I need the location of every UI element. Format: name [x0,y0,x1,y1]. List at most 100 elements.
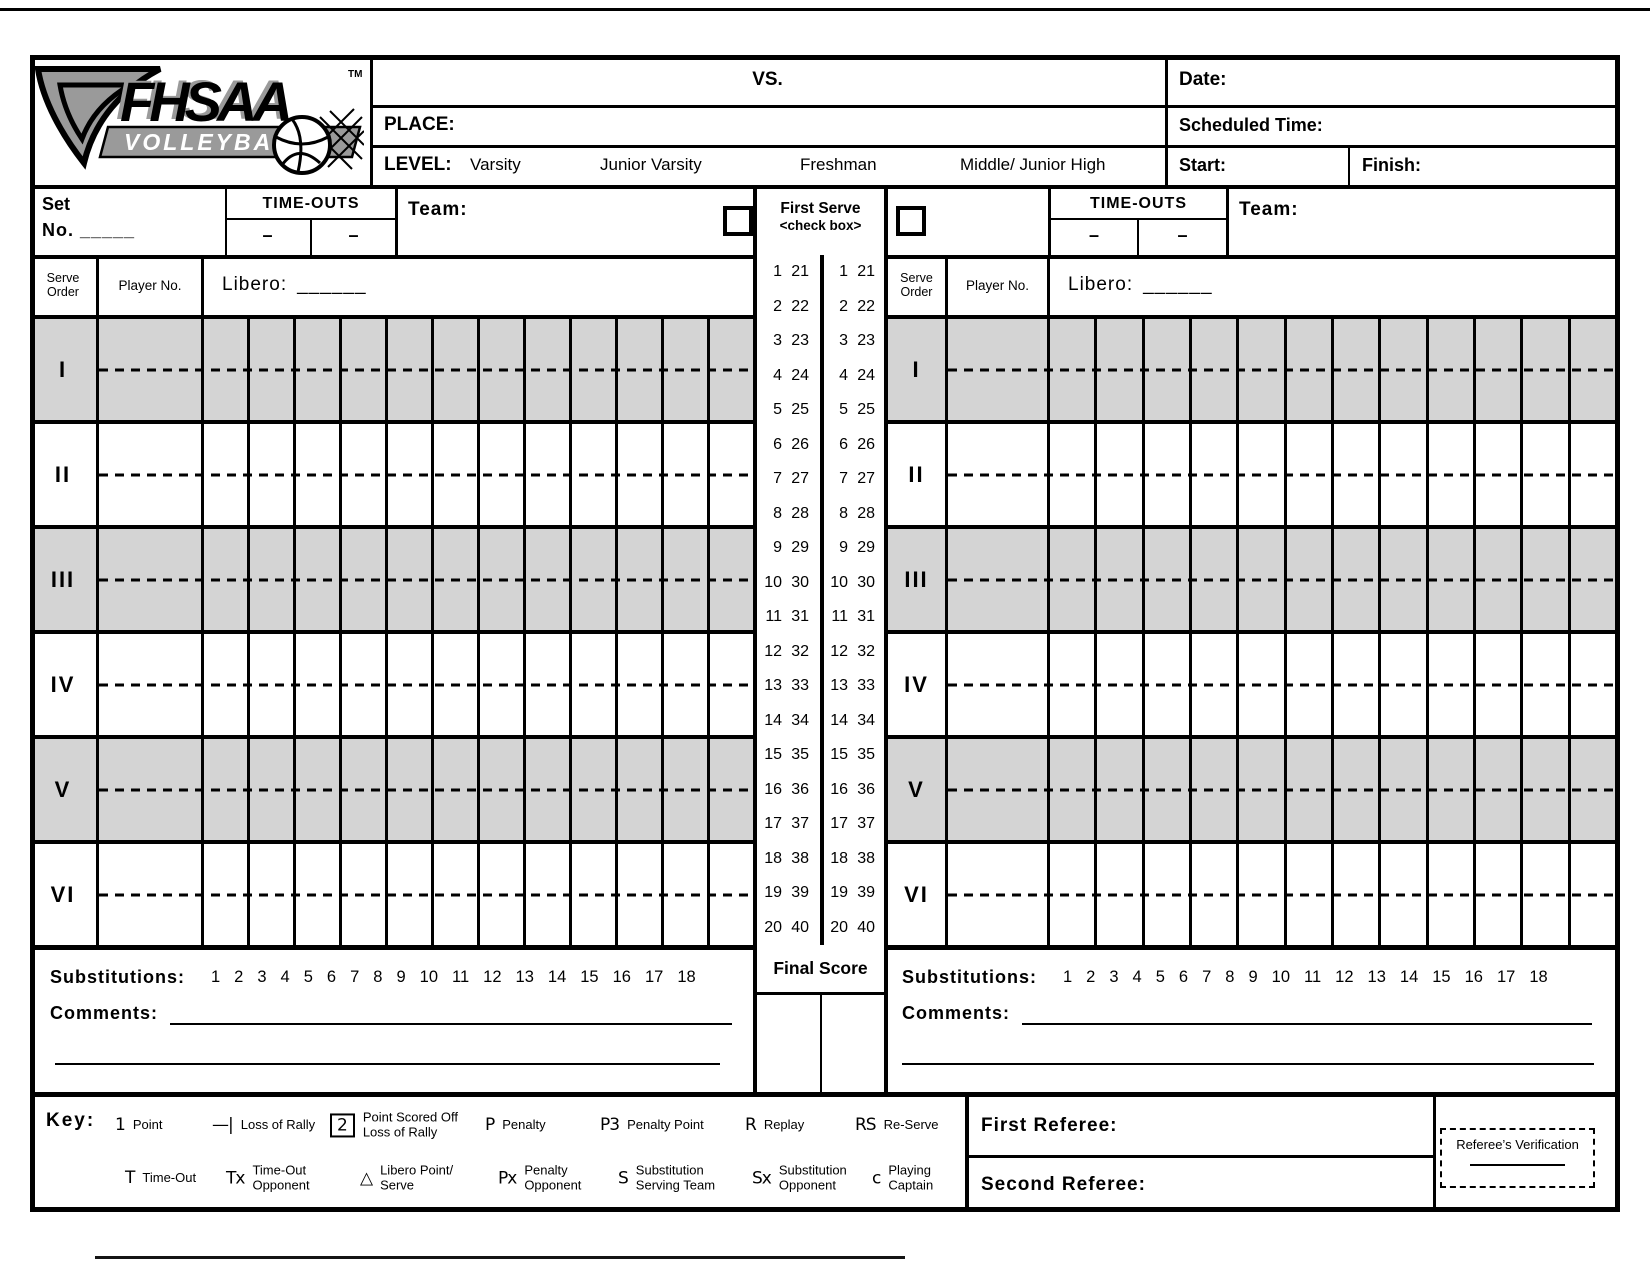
rally-point-number[interactable]: 17 [764,815,782,833]
substitution-number[interactable]: 18 [677,967,696,986]
rally-point-number[interactable]: 1 [839,263,848,281]
substitution-number[interactable]: 4 [280,967,290,986]
team-name-cell-left[interactable]: Team: [398,189,753,255]
substitution-number[interactable]: 10 [1271,967,1291,986]
level-option-0[interactable]: Varsity [470,155,521,174]
substitution-number[interactable]: 14 [547,967,567,986]
rally-point-number[interactable]: 8 [839,504,848,522]
rally-point-number[interactable]: 4 [773,366,782,384]
substitution-number[interactable]: 16 [1464,967,1483,986]
substitution-number[interactable]: 2 [234,967,244,986]
rally-point-number[interactable]: 30 [857,573,875,591]
start-time-field[interactable]: Start: [1179,155,1227,175]
timeout-cell[interactable]: – [1088,225,1099,245]
substitution-number[interactable]: 15 [580,967,599,986]
substitution-number[interactable]: 12 [1335,967,1354,986]
rally-point-number[interactable]: 18 [830,849,848,867]
libero-field-right[interactable]: Libero: ______ [1050,255,1615,315]
rally-point-number[interactable]: 5 [773,401,782,419]
substitution-number[interactable]: 3 [1109,967,1119,986]
rally-point-number[interactable]: 14 [830,711,848,729]
rally-point-number[interactable]: 19 [764,884,782,902]
substitution-number[interactable]: 9 [396,967,406,986]
substitution-number[interactable]: 1 [210,967,221,986]
rally-point-number[interactable]: 22 [857,297,875,315]
substitution-number[interactable]: 8 [1225,967,1235,986]
set-number-cell[interactable]: Set No. _____ [30,189,225,255]
substitution-number[interactable]: 17 [1496,967,1516,986]
substitution-number[interactable]: 9 [1248,967,1258,986]
rally-point-number[interactable]: 39 [857,884,875,902]
final-score-cell-right[interactable] [822,995,884,1092]
rally-point-number[interactable]: 31 [857,608,875,626]
substitution-number[interactable]: 11 [1304,967,1322,986]
rally-point-number[interactable]: 25 [857,401,875,419]
rally-point-number[interactable]: 10 [764,573,782,591]
rally-point-number[interactable]: 9 [773,539,782,557]
first-referee-field[interactable]: First Referee: [969,1096,1433,1155]
rally-point-number[interactable]: 24 [791,366,809,384]
comments-line[interactable] [1022,1001,1592,1025]
rally-point-number[interactable]: 36 [791,780,809,798]
rally-point-number[interactable]: 21 [857,263,875,281]
substitution-number[interactable]: 2 [1086,967,1096,986]
rally-point-number[interactable]: 31 [791,608,809,626]
first-serve-checkbox-left[interactable] [723,206,753,236]
timeout-cell[interactable]: – [348,225,359,245]
date-field[interactable]: Date: [1179,69,1227,90]
libero-field-left[interactable]: Libero: ______ [204,255,753,315]
substitution-number[interactable]: 1 [1062,967,1073,986]
rally-point-number[interactable]: 12 [764,642,782,660]
rally-point-number[interactable]: 23 [857,332,875,350]
set-no-blank[interactable]: _____ [80,220,136,240]
rally-point-number[interactable]: 22 [791,297,809,315]
rally-point-number[interactable]: 34 [791,711,809,729]
rally-point-number[interactable]: 34 [857,711,875,729]
rally-point-number[interactable]: 16 [764,780,782,798]
substitution-number[interactable]: 12 [483,967,502,986]
substitution-number[interactable]: 6 [326,967,337,986]
rally-point-number[interactable]: 18 [764,849,782,867]
rally-point-number[interactable]: 30 [791,573,809,591]
substitution-number[interactable]: 3 [257,967,267,986]
rally-point-number[interactable]: 8 [773,504,782,522]
rally-point-number[interactable]: 2 [773,297,782,315]
final-score-cell-left[interactable] [757,995,820,1092]
rally-point-number[interactable]: 1 [773,263,782,281]
rally-point-number[interactable]: 29 [791,539,809,557]
rally-point-number[interactable]: 24 [857,366,875,384]
rally-point-number[interactable]: 32 [857,642,875,660]
rally-point-number[interactable]: 39 [791,884,809,902]
rally-point-number[interactable]: 29 [857,539,875,557]
rally-point-number[interactable]: 40 [857,918,875,936]
rally-point-number[interactable]: 35 [857,746,875,764]
substitution-number[interactable]: 13 [1367,967,1386,986]
rally-point-number[interactable]: 36 [857,780,875,798]
rally-point-number[interactable]: 28 [791,504,809,522]
rally-point-number[interactable]: 40 [791,918,809,936]
scheduled-time-field[interactable]: Scheduled Time: [1179,115,1323,135]
rally-point-number[interactable]: 7 [773,470,782,488]
libero-blank[interactable]: ______ [1143,274,1213,295]
rally-point-number[interactable]: 11 [831,608,848,626]
substitution-number[interactable]: 7 [350,967,360,986]
rally-point-number[interactable]: 23 [791,332,809,350]
rally-point-number[interactable]: 33 [857,677,875,695]
rally-point-number[interactable]: 25 [791,401,809,419]
rally-point-number[interactable]: 16 [830,780,848,798]
level-option-3[interactable]: Middle/ Junior High [960,155,1106,174]
rally-point-number[interactable]: 14 [764,711,782,729]
substitution-number[interactable]: 5 [303,967,313,986]
rally-point-number[interactable]: 13 [764,677,782,695]
rally-point-number[interactable]: 6 [839,435,848,453]
substitution-number[interactable]: 15 [1432,967,1451,986]
rally-point-number[interactable]: 20 [830,918,848,936]
rally-point-number[interactable]: 26 [791,435,809,453]
place-field[interactable]: PLACE: [384,114,455,135]
substitution-number[interactable]: 10 [419,967,439,986]
rally-point-number[interactable]: 32 [791,642,809,660]
substitution-number[interactable]: 6 [1178,967,1189,986]
second-referee-field[interactable]: Second Referee: [969,1158,1433,1212]
rally-point-number[interactable]: 19 [830,884,848,902]
substitution-number[interactable]: 7 [1202,967,1212,986]
